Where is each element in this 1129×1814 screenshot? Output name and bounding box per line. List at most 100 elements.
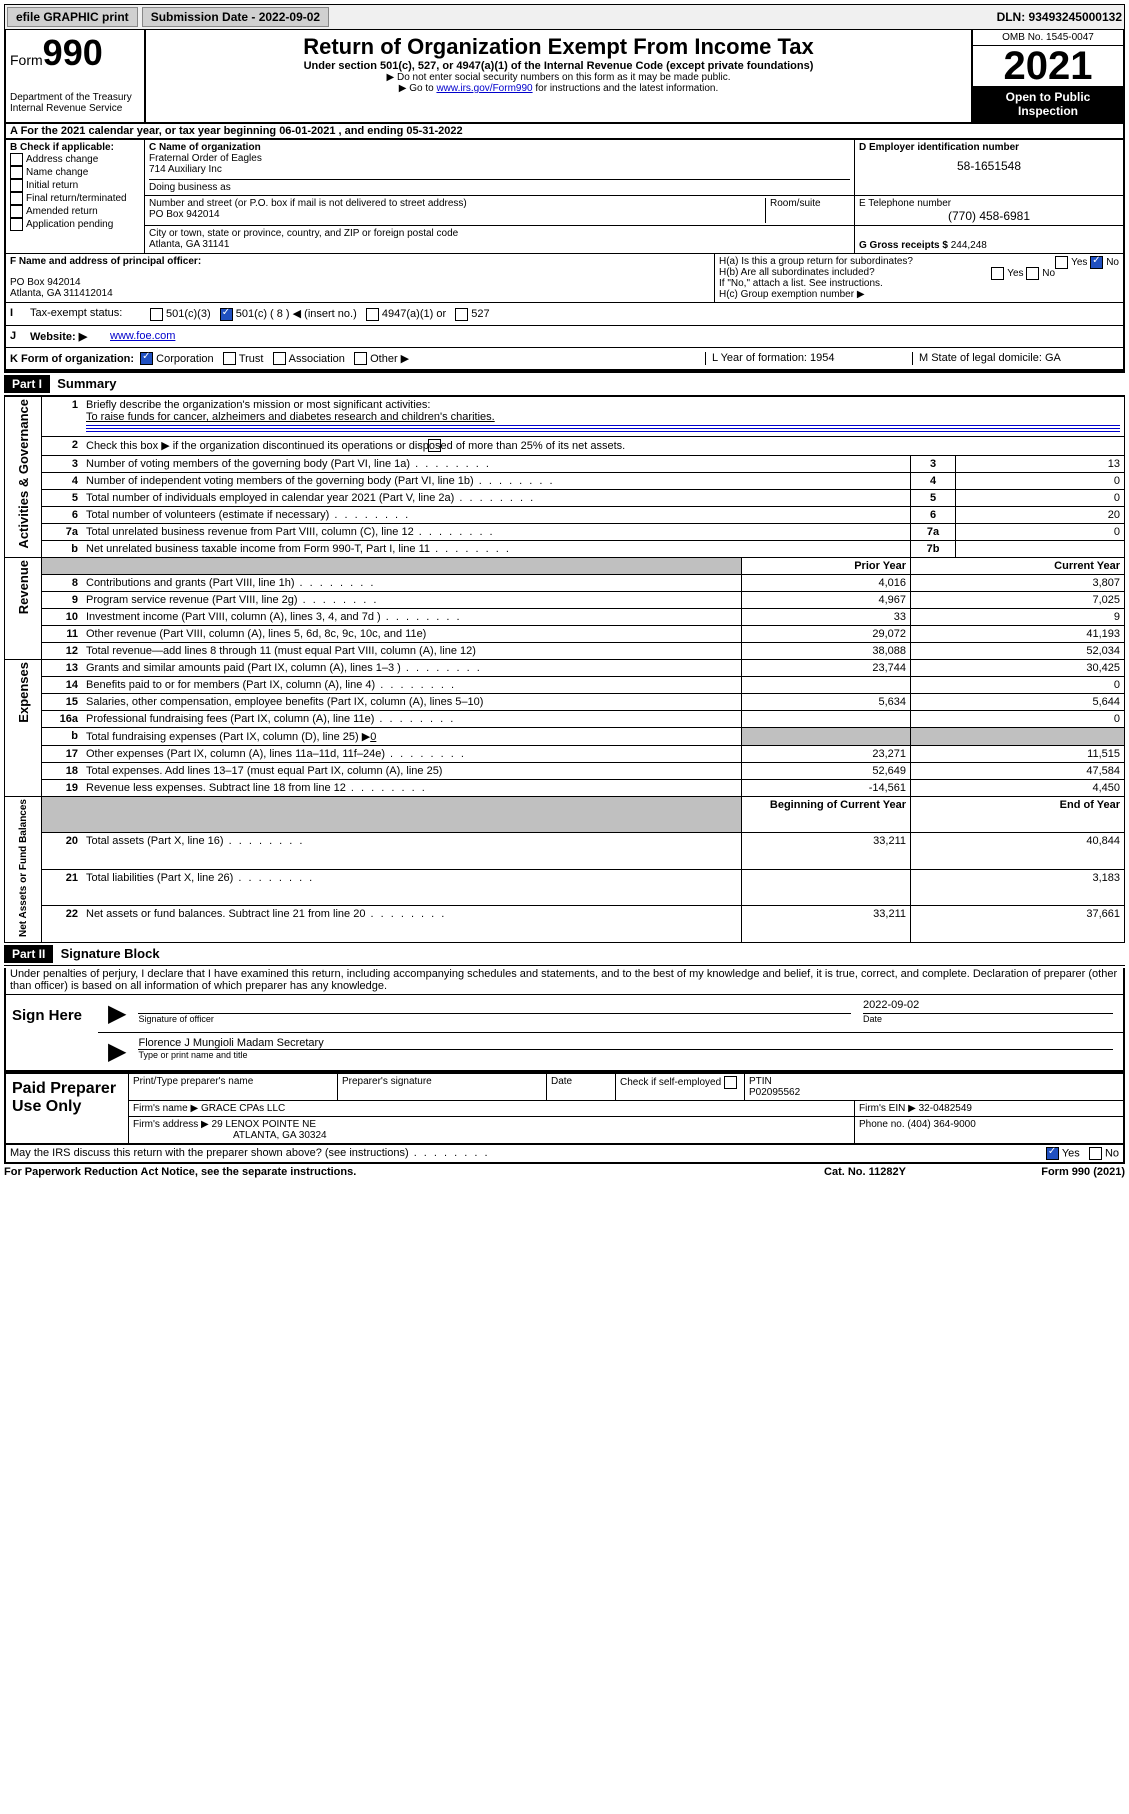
- section-a-tax-year: A For the 2021 calendar year, or tax yea…: [4, 124, 1125, 140]
- chk-trust[interactable]: [223, 352, 236, 365]
- checkbox-initial-return[interactable]: Initial return: [10, 179, 140, 192]
- checkbox-application-pending[interactable]: Application pending: [10, 218, 140, 231]
- mission-text: To raise funds for cancer, alzheimers an…: [86, 411, 495, 423]
- chk-other[interactable]: [354, 352, 367, 365]
- firm-ein: 32-0482549: [919, 1103, 972, 1114]
- org-name-2: 714 Auxiliary Inc: [149, 164, 850, 175]
- arrow-icon: ▶: [102, 997, 132, 1030]
- box-c-name-label: C Name of organization: [149, 142, 850, 153]
- form-subtitle: Under section 501(c), 527, or 4947(a)(1)…: [150, 60, 967, 72]
- irs-form990-link[interactable]: www.irs.gov/Form990: [436, 83, 532, 94]
- state-domicile: M State of legal domicile: GA: [912, 352, 1119, 366]
- form-title: Return of Organization Exempt From Incom…: [150, 34, 967, 60]
- discuss-yes-checkbox[interactable]: [1046, 1147, 1059, 1160]
- ptin-label: PTIN: [749, 1076, 772, 1087]
- firm-addr-label: Firm's address ▶: [133, 1119, 209, 1130]
- form-header: Form990 Department of the Treasury Inter…: [4, 30, 1125, 124]
- row-klm: K Form of organization: Corporation Trus…: [4, 347, 1125, 372]
- officer-name-label: Type or print name and title: [138, 1050, 1113, 1060]
- pp-self-employed: Check if self-employed: [616, 1074, 745, 1100]
- org-name-1: Fraternal Order of Eagles: [149, 153, 850, 164]
- addr-value: PO Box 942014: [149, 209, 765, 220]
- phone-value: (770) 458-6981: [859, 209, 1119, 223]
- h-c-row: H(c) Group exemption number ▶: [719, 289, 1119, 300]
- chk-4947[interactable]: [366, 308, 379, 321]
- box-b-title: B Check if applicable:: [10, 142, 140, 153]
- pp-date-label: Date: [547, 1074, 616, 1100]
- efile-print-button[interactable]: efile GRAPHIC print: [7, 7, 138, 27]
- col-prior-year: Prior Year: [742, 557, 911, 574]
- pp-sig-label: Preparer's signature: [338, 1074, 547, 1100]
- sig-officer-label: Signature of officer: [138, 1014, 851, 1024]
- val-l7b: [956, 540, 1125, 557]
- val-l4: 0: [956, 472, 1125, 489]
- firm-ein-label: Firm's EIN ▶: [859, 1103, 916, 1114]
- dept-label: Department of the Treasury: [10, 92, 140, 103]
- gross-receipts-value: 244,248: [951, 240, 987, 251]
- officer-name: Florence J Mungioli Madam Secretary: [138, 1037, 1113, 1050]
- col-current-year: Current Year: [911, 557, 1125, 574]
- form-footer: Form 990 (2021): [965, 1166, 1125, 1178]
- paperwork-notice: For Paperwork Reduction Act Notice, see …: [4, 1166, 765, 1178]
- side-revenue: Revenue: [16, 560, 31, 614]
- city-label: City or town, state or province, country…: [149, 228, 850, 239]
- submission-date-button[interactable]: Submission Date - 2022-09-02: [142, 7, 329, 27]
- year-formation: L Year of formation: 1954: [705, 352, 912, 366]
- ha-no-checkbox[interactable]: [1090, 256, 1103, 269]
- h-a-row: H(a) Is this a group return for subordin…: [719, 256, 1119, 267]
- signature-block: Under penalties of perjury, I declare th…: [4, 968, 1125, 1072]
- firm-phone: (404) 364-9000: [907, 1119, 975, 1130]
- tax-year: 2021: [973, 46, 1123, 86]
- firm-addr1: 29 LENOX POINTE NE: [212, 1119, 316, 1130]
- officer-addr1: PO Box 942014: [10, 277, 710, 288]
- paid-preparer-block: Paid Preparer Use Only Print/Type prepar…: [4, 1072, 1125, 1145]
- box-e-label: E Telephone number: [859, 198, 1119, 209]
- hb-no-checkbox[interactable]: [1026, 267, 1039, 280]
- sig-date: 2022-09-02: [863, 999, 1113, 1014]
- col-end-year: End of Year: [911, 796, 1125, 833]
- irs-label: Internal Revenue Service: [10, 103, 140, 114]
- officer-addr2: Atlanta, GA 311412014: [10, 288, 710, 299]
- website-link[interactable]: www.foe.com: [110, 330, 175, 343]
- side-netassets: Net Assets or Fund Balances: [18, 799, 29, 937]
- discuss-row: May the IRS discuss this return with the…: [4, 1145, 1125, 1164]
- form-note-link: ▶ Go to www.irs.gov/Form990 for instruct…: [150, 83, 967, 94]
- chk-527[interactable]: [455, 308, 468, 321]
- summary-table: Activities & Governance 1 Briefly descri…: [4, 396, 1125, 943]
- checkbox-amended-return[interactable]: Amended return: [10, 205, 140, 218]
- form-number: Form990: [10, 32, 140, 74]
- row-i: I Tax-exempt status: 501(c)(3) 501(c) ( …: [4, 302, 1125, 325]
- ptin-value: P02095562: [749, 1087, 800, 1098]
- h-b-note: If "No," attach a list. See instructions…: [719, 278, 1119, 289]
- checkbox-address-change[interactable]: Address change: [10, 153, 140, 166]
- side-governance: Activities & Governance: [16, 399, 31, 549]
- box-f-label: F Name and address of principal officer:: [10, 256, 710, 267]
- firm-phone-label: Phone no.: [859, 1119, 905, 1130]
- perjury-declaration: Under penalties of perjury, I declare th…: [10, 968, 1119, 992]
- sign-here-label: Sign Here: [6, 995, 98, 1070]
- box-d-label: D Employer identification number: [859, 142, 1119, 153]
- pp-name-label: Print/Type preparer's name: [129, 1074, 338, 1100]
- ha-yes-checkbox[interactable]: [1055, 256, 1068, 269]
- chk-self-employed[interactable]: [724, 1076, 737, 1089]
- discuss-no-checkbox[interactable]: [1089, 1147, 1102, 1160]
- firm-addr2: ATLANTA, GA 30324: [233, 1130, 327, 1141]
- addr-label: Number and street (or P.O. box if mail i…: [149, 198, 765, 209]
- col-begin-year: Beginning of Current Year: [742, 796, 911, 833]
- dba-label: Doing business as: [149, 182, 850, 193]
- sig-date-label: Date: [863, 1014, 1113, 1024]
- side-expenses: Expenses: [16, 662, 31, 723]
- chk-corporation[interactable]: [140, 352, 153, 365]
- row-f-h: F Name and address of principal officer:…: [4, 253, 1125, 302]
- footer-bar: For Paperwork Reduction Act Notice, see …: [4, 1164, 1125, 1180]
- box-g-label: G Gross receipts $: [859, 240, 948, 251]
- checkbox-final-return[interactable]: Final return/terminated: [10, 192, 140, 205]
- row-j: J Website: ▶ www.foe.com: [4, 325, 1125, 347]
- checkbox-name-change[interactable]: Name change: [10, 166, 140, 179]
- hb-yes-checkbox[interactable]: [991, 267, 1004, 280]
- ein-value: 58-1651548: [859, 159, 1119, 173]
- chk-association[interactable]: [273, 352, 286, 365]
- chk-discontinued[interactable]: [428, 439, 441, 452]
- chk-501c3[interactable]: [150, 308, 163, 321]
- chk-501c[interactable]: [220, 308, 233, 321]
